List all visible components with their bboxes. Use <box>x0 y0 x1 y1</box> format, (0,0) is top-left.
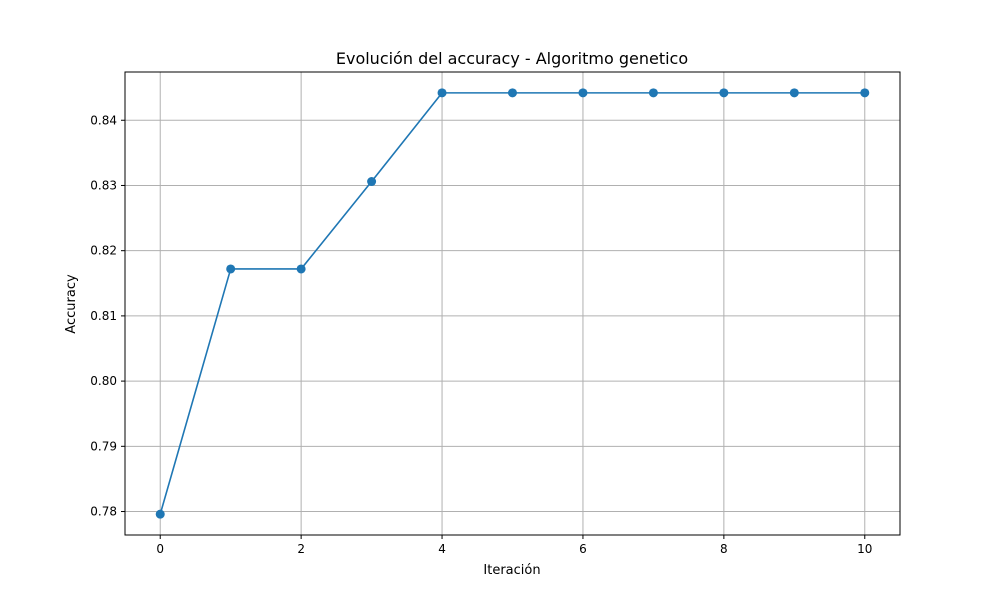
y-axis-label: Accuracy <box>64 274 79 334</box>
y-tick-label: 0.81 <box>90 309 117 323</box>
chart-title: Evolución del accuracy - Algoritmo genet… <box>336 49 688 68</box>
y-tick-label: 0.79 <box>90 439 117 453</box>
x-tick-label: 6 <box>579 542 587 556</box>
data-point <box>296 264 306 274</box>
series-layer <box>155 88 870 519</box>
y-axis-ticks: 0.78 0.79 0.80 0.81 0.82 0.83 0.84 <box>90 113 125 519</box>
data-point <box>226 264 236 274</box>
x-tick-label: 10 <box>857 542 872 556</box>
data-point <box>648 88 658 98</box>
data-point <box>508 88 517 98</box>
data-point <box>719 88 729 98</box>
x-axis-label: Iteración <box>483 563 540 578</box>
y-tick-label: 0.82 <box>90 244 117 258</box>
data-point <box>155 509 165 519</box>
data-point <box>578 88 588 98</box>
grid <box>125 72 900 535</box>
x-axis-ticks: 0 2 4 6 8 10 <box>156 535 872 556</box>
x-tick-label: 4 <box>438 542 446 556</box>
data-point <box>789 88 799 98</box>
y-tick-label: 0.84 <box>90 113 117 127</box>
y-tick-label: 0.80 <box>90 374 117 388</box>
y-tick-label: 0.83 <box>90 178 117 192</box>
x-tick-label: 2 <box>297 542 305 556</box>
data-point <box>860 88 870 98</box>
plot-area <box>124 71 901 536</box>
x-tick-label: 8 <box>720 542 728 556</box>
data-point <box>437 88 447 98</box>
x-tick-label: 0 <box>156 542 164 556</box>
y-tick-label: 0.78 <box>90 505 117 519</box>
data-point <box>367 177 377 187</box>
